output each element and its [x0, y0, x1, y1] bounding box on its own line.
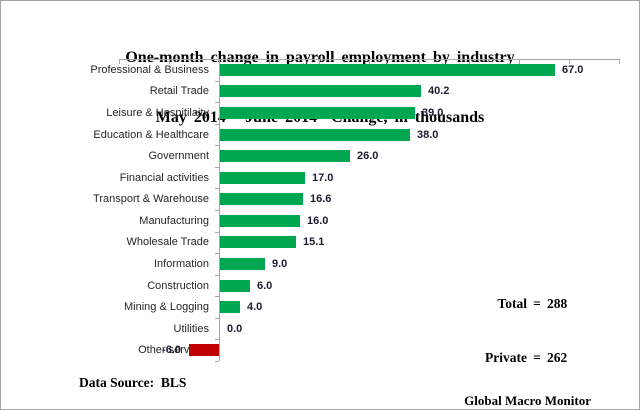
category-axis-tick	[215, 167, 219, 168]
value-label: -6.0	[162, 344, 181, 356]
private-value: 262	[547, 350, 568, 365]
bar	[220, 280, 250, 292]
category-axis-tick	[215, 339, 219, 340]
category-axis-tick	[215, 145, 219, 146]
category-label: Government	[148, 150, 209, 162]
category-axis-tick	[215, 275, 219, 276]
bar	[220, 215, 300, 227]
category-label: Professional & Business	[90, 64, 209, 76]
value-axis-tick	[569, 59, 570, 64]
category-axis-tick	[215, 81, 219, 82]
bar	[220, 236, 296, 248]
value-axis-tick	[419, 59, 420, 64]
category-axis-tick	[215, 361, 219, 362]
bar	[220, 150, 350, 162]
value-label: 16.6	[310, 193, 332, 205]
brand-name: Global Macro Monitor	[464, 393, 591, 408]
bar	[220, 258, 265, 270]
category-label: Information	[153, 258, 209, 270]
category-axis-tick	[215, 102, 219, 103]
bar	[220, 107, 415, 119]
private-equals: =	[533, 350, 541, 365]
value-axis-tick	[619, 59, 620, 64]
category-label: Financial activities	[119, 172, 209, 184]
bar	[220, 85, 421, 97]
total-value: 288	[547, 296, 568, 311]
category-label: Mining & Logging	[123, 301, 209, 313]
category-axis-tick	[215, 59, 219, 60]
category-axis-tick	[215, 210, 219, 211]
bar	[220, 301, 240, 313]
brand-attribution: Global Macro Monitor macromon.wordpress.…	[454, 358, 601, 409]
category-label: Transport & Warehouse	[93, 193, 209, 205]
value-label: 39.0	[422, 107, 444, 119]
value-axis-tick	[119, 59, 120, 64]
value-axis-tick	[369, 59, 370, 64]
chart-title-line1: One-month change in payroll employment b…	[125, 49, 515, 66]
category-axis-tick	[215, 232, 219, 233]
value-axis-tick	[169, 59, 170, 64]
category-axis-tick	[215, 296, 219, 297]
category-axis-tick	[215, 318, 219, 319]
category-axis-line	[219, 59, 220, 361]
category-label: Retail Trade	[149, 85, 209, 97]
total-row: Total = 288	[469, 295, 567, 313]
total-equals: =	[533, 296, 541, 311]
category-label: Education & Healthcare	[93, 129, 209, 141]
bar	[220, 129, 410, 141]
value-label: 15.1	[303, 236, 325, 248]
category-label: Wholesale Trade	[126, 236, 209, 248]
bar	[220, 193, 303, 205]
category-axis-tick	[215, 253, 219, 254]
private-label: Private	[485, 350, 527, 365]
value-axis-tick	[469, 59, 470, 64]
bar	[189, 344, 219, 356]
totals-annotation: Total = 288 Private = 262	[469, 259, 567, 403]
value-label: 38.0	[417, 129, 439, 141]
value-label: 67.0	[562, 64, 584, 76]
value-label: 16.0	[307, 215, 329, 227]
category-label: Construction	[147, 280, 209, 292]
value-axis-tick	[519, 59, 520, 64]
category-label: Utilities	[173, 323, 209, 335]
value-axis-tick	[319, 59, 320, 64]
private-row: Private = 262	[469, 349, 567, 367]
category-label: Leisure & Hospitilaity	[106, 107, 209, 119]
value-label: 40.2	[428, 85, 450, 97]
value-label: 9.0	[272, 258, 288, 270]
value-label: 4.0	[247, 301, 263, 313]
value-label: 26.0	[357, 150, 379, 162]
value-label: 0.0	[227, 323, 243, 335]
total-label: Total	[497, 296, 527, 311]
value-axis-tick	[269, 59, 270, 64]
value-label: 6.0	[257, 280, 273, 292]
bar	[220, 172, 305, 184]
category-label: Manufacturing	[139, 215, 209, 227]
data-source-note: Data Source: BLS	[79, 375, 187, 390]
category-axis-tick	[215, 124, 219, 125]
value-label: 17.0	[312, 172, 334, 184]
category-axis-tick	[215, 188, 219, 189]
bar	[220, 64, 555, 76]
